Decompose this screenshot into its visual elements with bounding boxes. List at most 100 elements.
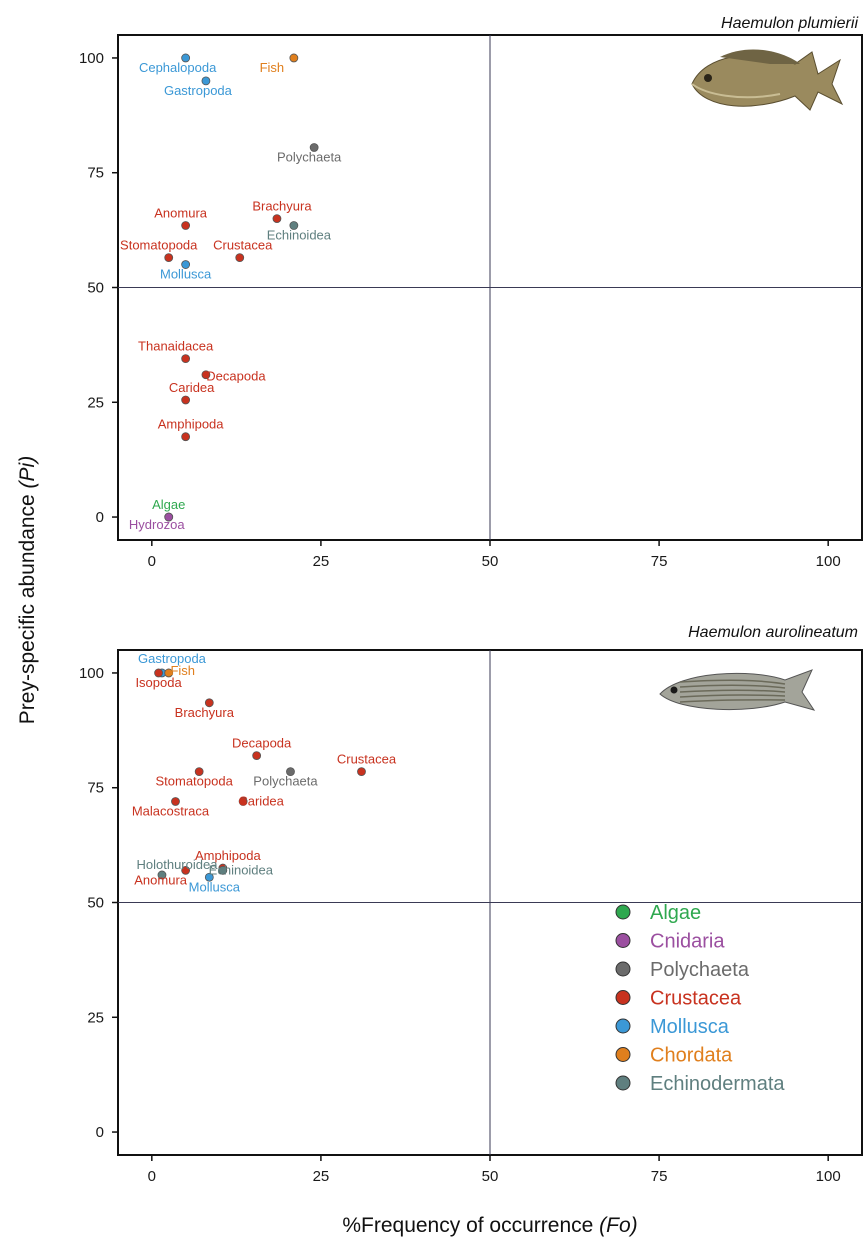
data-point-label: Isopoda — [135, 675, 182, 690]
y-tick-label: 75 — [87, 165, 104, 182]
y-tick-label: 75 — [87, 780, 104, 797]
y-tick-label: 50 — [87, 280, 104, 297]
legend: Algae Cnidaria Polychaeta Crustacea Mollusca… — [615, 902, 785, 1095]
data-point — [164, 253, 174, 263]
x-tick-label: 100 — [816, 1168, 841, 1185]
data-point-label: Mollusca — [160, 267, 212, 282]
data-point — [181, 395, 191, 405]
data-point — [272, 214, 282, 224]
x-tick-label: 0 — [148, 1168, 156, 1185]
data-point — [181, 354, 191, 364]
data-point-label: Polychaeta — [277, 149, 342, 164]
data-point — [181, 53, 191, 63]
legend-marker — [615, 990, 631, 1005]
species-title: Haemulon aurolineatum — [688, 624, 858, 641]
y-tick-label: 0 — [96, 509, 104, 526]
data-point-label: Decapoda — [206, 369, 266, 384]
fish-image — [691, 49, 844, 111]
data-point — [157, 870, 167, 880]
legend-label: Polychaeta — [650, 959, 750, 981]
fish-image — [659, 669, 816, 711]
data-point-label: Amphipoda — [158, 417, 225, 432]
data-point-label: Malacostraca — [132, 804, 210, 819]
data-point-label: Amphipoda — [195, 848, 262, 863]
data-point-label: Echinoidea — [267, 228, 332, 243]
data-point-label: Caridea — [169, 380, 215, 395]
data-point — [204, 872, 214, 882]
y-tick-label: 100 — [79, 665, 104, 682]
data-point — [289, 221, 299, 230]
data-point-label: Gastropoda — [164, 83, 233, 98]
data-point-label: Crustacea — [213, 238, 273, 253]
data-point — [204, 698, 214, 708]
legend-label: Echinodermata — [650, 1073, 785, 1095]
legend-label: Crustacea — [650, 988, 742, 1010]
y-tick-label: 25 — [87, 394, 104, 411]
data-point-label: Mollusca — [189, 879, 241, 894]
data-point-label: Anomura — [134, 872, 188, 887]
data-point-label: Caridea — [238, 794, 284, 809]
legend-label: Algae — [650, 902, 701, 924]
panel-haemulon-plumierii: 0 25 50 75 100 0 25 50 75 100 Haemulon plumierii Ce… — [79, 15, 863, 570]
data-point-label: Anomura — [154, 206, 208, 221]
legend-marker — [615, 904, 631, 920]
data-point — [171, 797, 180, 806]
data-point-label: Decapoda — [232, 736, 292, 751]
data-point-label: Thanaidacea — [138, 339, 214, 354]
y-tick-label: 100 — [79, 50, 104, 67]
data-point-label: Holothuroidea — [136, 857, 218, 872]
x-tick-label: 25 — [313, 1168, 330, 1185]
data-point — [218, 865, 228, 875]
data-point — [289, 53, 299, 63]
data-point-label: Stomatopoda — [155, 774, 233, 789]
data-point-label: Stomatopoda — [120, 238, 198, 253]
legend-marker — [615, 961, 631, 977]
data-point — [164, 668, 174, 678]
legend-marker — [615, 1047, 631, 1062]
y-tick-label: 25 — [87, 1009, 104, 1026]
data-point-label: Brachyura — [252, 199, 312, 214]
x-axis-label: %Frequency of occurrence (Fo) — [342, 1214, 637, 1237]
x-tick-label: 75 — [651, 553, 668, 570]
data-point — [181, 221, 191, 230]
data-point — [181, 865, 191, 875]
legend-label: Mollusca — [650, 1016, 730, 1038]
x-tick-label: 50 — [482, 1168, 499, 1185]
legend-marker — [615, 933, 631, 948]
legend-label: Cnidaria — [650, 931, 725, 953]
data-point-label: Brachyura — [175, 705, 235, 720]
legend-marker — [615, 1018, 631, 1034]
x-tick-label: 75 — [651, 1168, 668, 1185]
x-tick-label: 0 — [148, 553, 156, 570]
data-point — [238, 797, 248, 806]
species-title: Haemulon plumierii — [721, 15, 858, 32]
y-axis-label: Prey-specific abundance (Pi) — [16, 456, 39, 724]
data-point — [181, 260, 191, 269]
data-point — [201, 370, 211, 380]
data-point-label: Fish — [260, 60, 285, 75]
data-point — [235, 253, 245, 263]
data-point — [309, 143, 319, 152]
data-point-label: Cephalopoda — [139, 60, 217, 75]
axis-labels: %Frequency of occurrence (Fo) Prey-specif… — [16, 456, 638, 1237]
data-point — [201, 76, 211, 86]
data-point — [252, 751, 262, 760]
data-point-label: Hydrozoa — [129, 517, 185, 532]
y-tick-label: 0 — [96, 1124, 104, 1141]
data-point — [357, 767, 366, 777]
data-point — [164, 512, 174, 522]
legend-marker — [615, 1075, 631, 1091]
y-tick-label: 50 — [87, 895, 104, 912]
data-point-label: Polychaeta — [253, 774, 318, 789]
data-point-label: Algae — [152, 497, 185, 512]
data-point — [286, 767, 295, 777]
data-point-label: Echinoidea — [209, 862, 274, 877]
legend-label: Chordata — [650, 1045, 733, 1067]
data-point — [154, 668, 163, 678]
panel-haemulon-aurolineatum: 0 25 50 75 100 0 25 50 75 100 Haemulon aurolineatu… — [79, 624, 863, 1185]
data-point-label: Crustacea — [337, 752, 397, 767]
data-point — [181, 432, 191, 442]
x-tick-label: 100 — [816, 553, 841, 570]
data-point — [194, 767, 204, 777]
